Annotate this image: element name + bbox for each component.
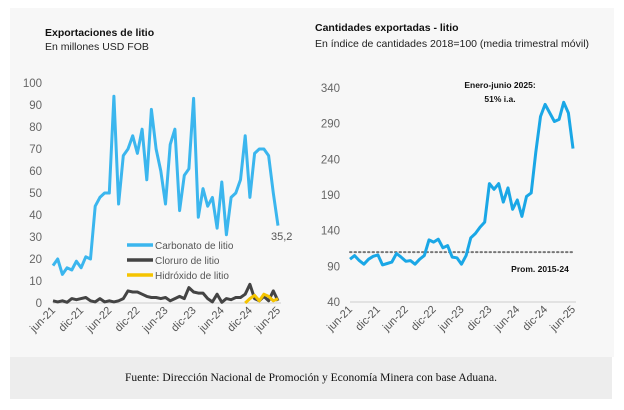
y-tick-label: 70 <box>29 144 42 156</box>
x-tick-label: jun-25 <box>547 304 578 335</box>
y-tick-label: 240 <box>321 154 340 166</box>
last-value-label: 35,2 <box>271 231 292 243</box>
annotation-growth: 51% i.a. <box>484 94 515 104</box>
legend-label: Carbonato de litio <box>155 241 234 252</box>
x-tick-label: dic-21 <box>353 304 383 334</box>
y-tick-label: 30 <box>29 232 42 244</box>
y-tick-label: 340 <box>321 83 340 95</box>
series-line-index <box>349 100 575 267</box>
y-tick-label: 0 <box>36 298 42 310</box>
y-tick-label: 60 <box>29 166 42 178</box>
y-tick-label: 20 <box>29 254 42 266</box>
annotation-period: Enero-junio 2025: <box>464 80 535 90</box>
reference-line-label: Prom. 2015-24 <box>511 264 569 274</box>
right-chart-subtitle: En índice de cantidades 2018=100 (media … <box>315 38 590 50</box>
x-tick-label: jun-24 <box>492 304 523 335</box>
x-tick-label: dic-21 <box>57 305 87 335</box>
y-tick-label: 290 <box>321 119 340 131</box>
y-tick-label: 190 <box>321 190 340 202</box>
y-tick-label: 140 <box>321 226 340 238</box>
x-tick-label: dic-22 <box>409 304 439 334</box>
y-tick-label: 50 <box>29 188 42 200</box>
x-tick-label: dic-23 <box>169 305 199 335</box>
x-tick-label: jun-24 <box>196 305 227 336</box>
y-tick-label: 90 <box>29 100 42 112</box>
x-tick-label: jun-23 <box>436 304 467 335</box>
legend-label: Cloruro de litio <box>155 256 220 267</box>
source-footer: Fuente: Dirección Nacional de Promoción … <box>10 357 612 399</box>
x-tick-label: dic-24 <box>521 304 551 334</box>
x-tick-label: jun-23 <box>140 305 171 336</box>
x-tick-label: jun-22 <box>84 305 115 336</box>
y-tick-label: 40 <box>327 297 340 309</box>
series-line-carbonato-de-litio <box>51 94 280 276</box>
series-line-cloruro-de-litio <box>52 282 280 304</box>
right-chart-title: Cantidades exportadas - litio <box>315 22 459 34</box>
left-chart-subtitle: En millones USD FOB <box>45 41 149 53</box>
y-tick-label: 40 <box>29 210 42 222</box>
left-chart-title: Exportaciones de litio <box>45 27 155 39</box>
y-tick-label: 10 <box>29 276 42 288</box>
y-tick-label: 80 <box>29 122 42 134</box>
y-tick-label: 100 <box>23 78 42 90</box>
series-line-hidróxido-de-litio <box>244 292 279 305</box>
x-tick-label: dic-24 <box>225 305 255 335</box>
x-tick-label: jun-21 <box>27 305 58 336</box>
y-tick-label: 90 <box>327 261 340 273</box>
x-tick-label: jun-25 <box>252 305 283 336</box>
x-tick-label: dic-22 <box>113 305 143 335</box>
x-tick-label: dic-23 <box>465 304 495 334</box>
legend-label: Hidróxido de litio <box>155 271 229 282</box>
x-tick-label: jun-22 <box>380 304 411 335</box>
